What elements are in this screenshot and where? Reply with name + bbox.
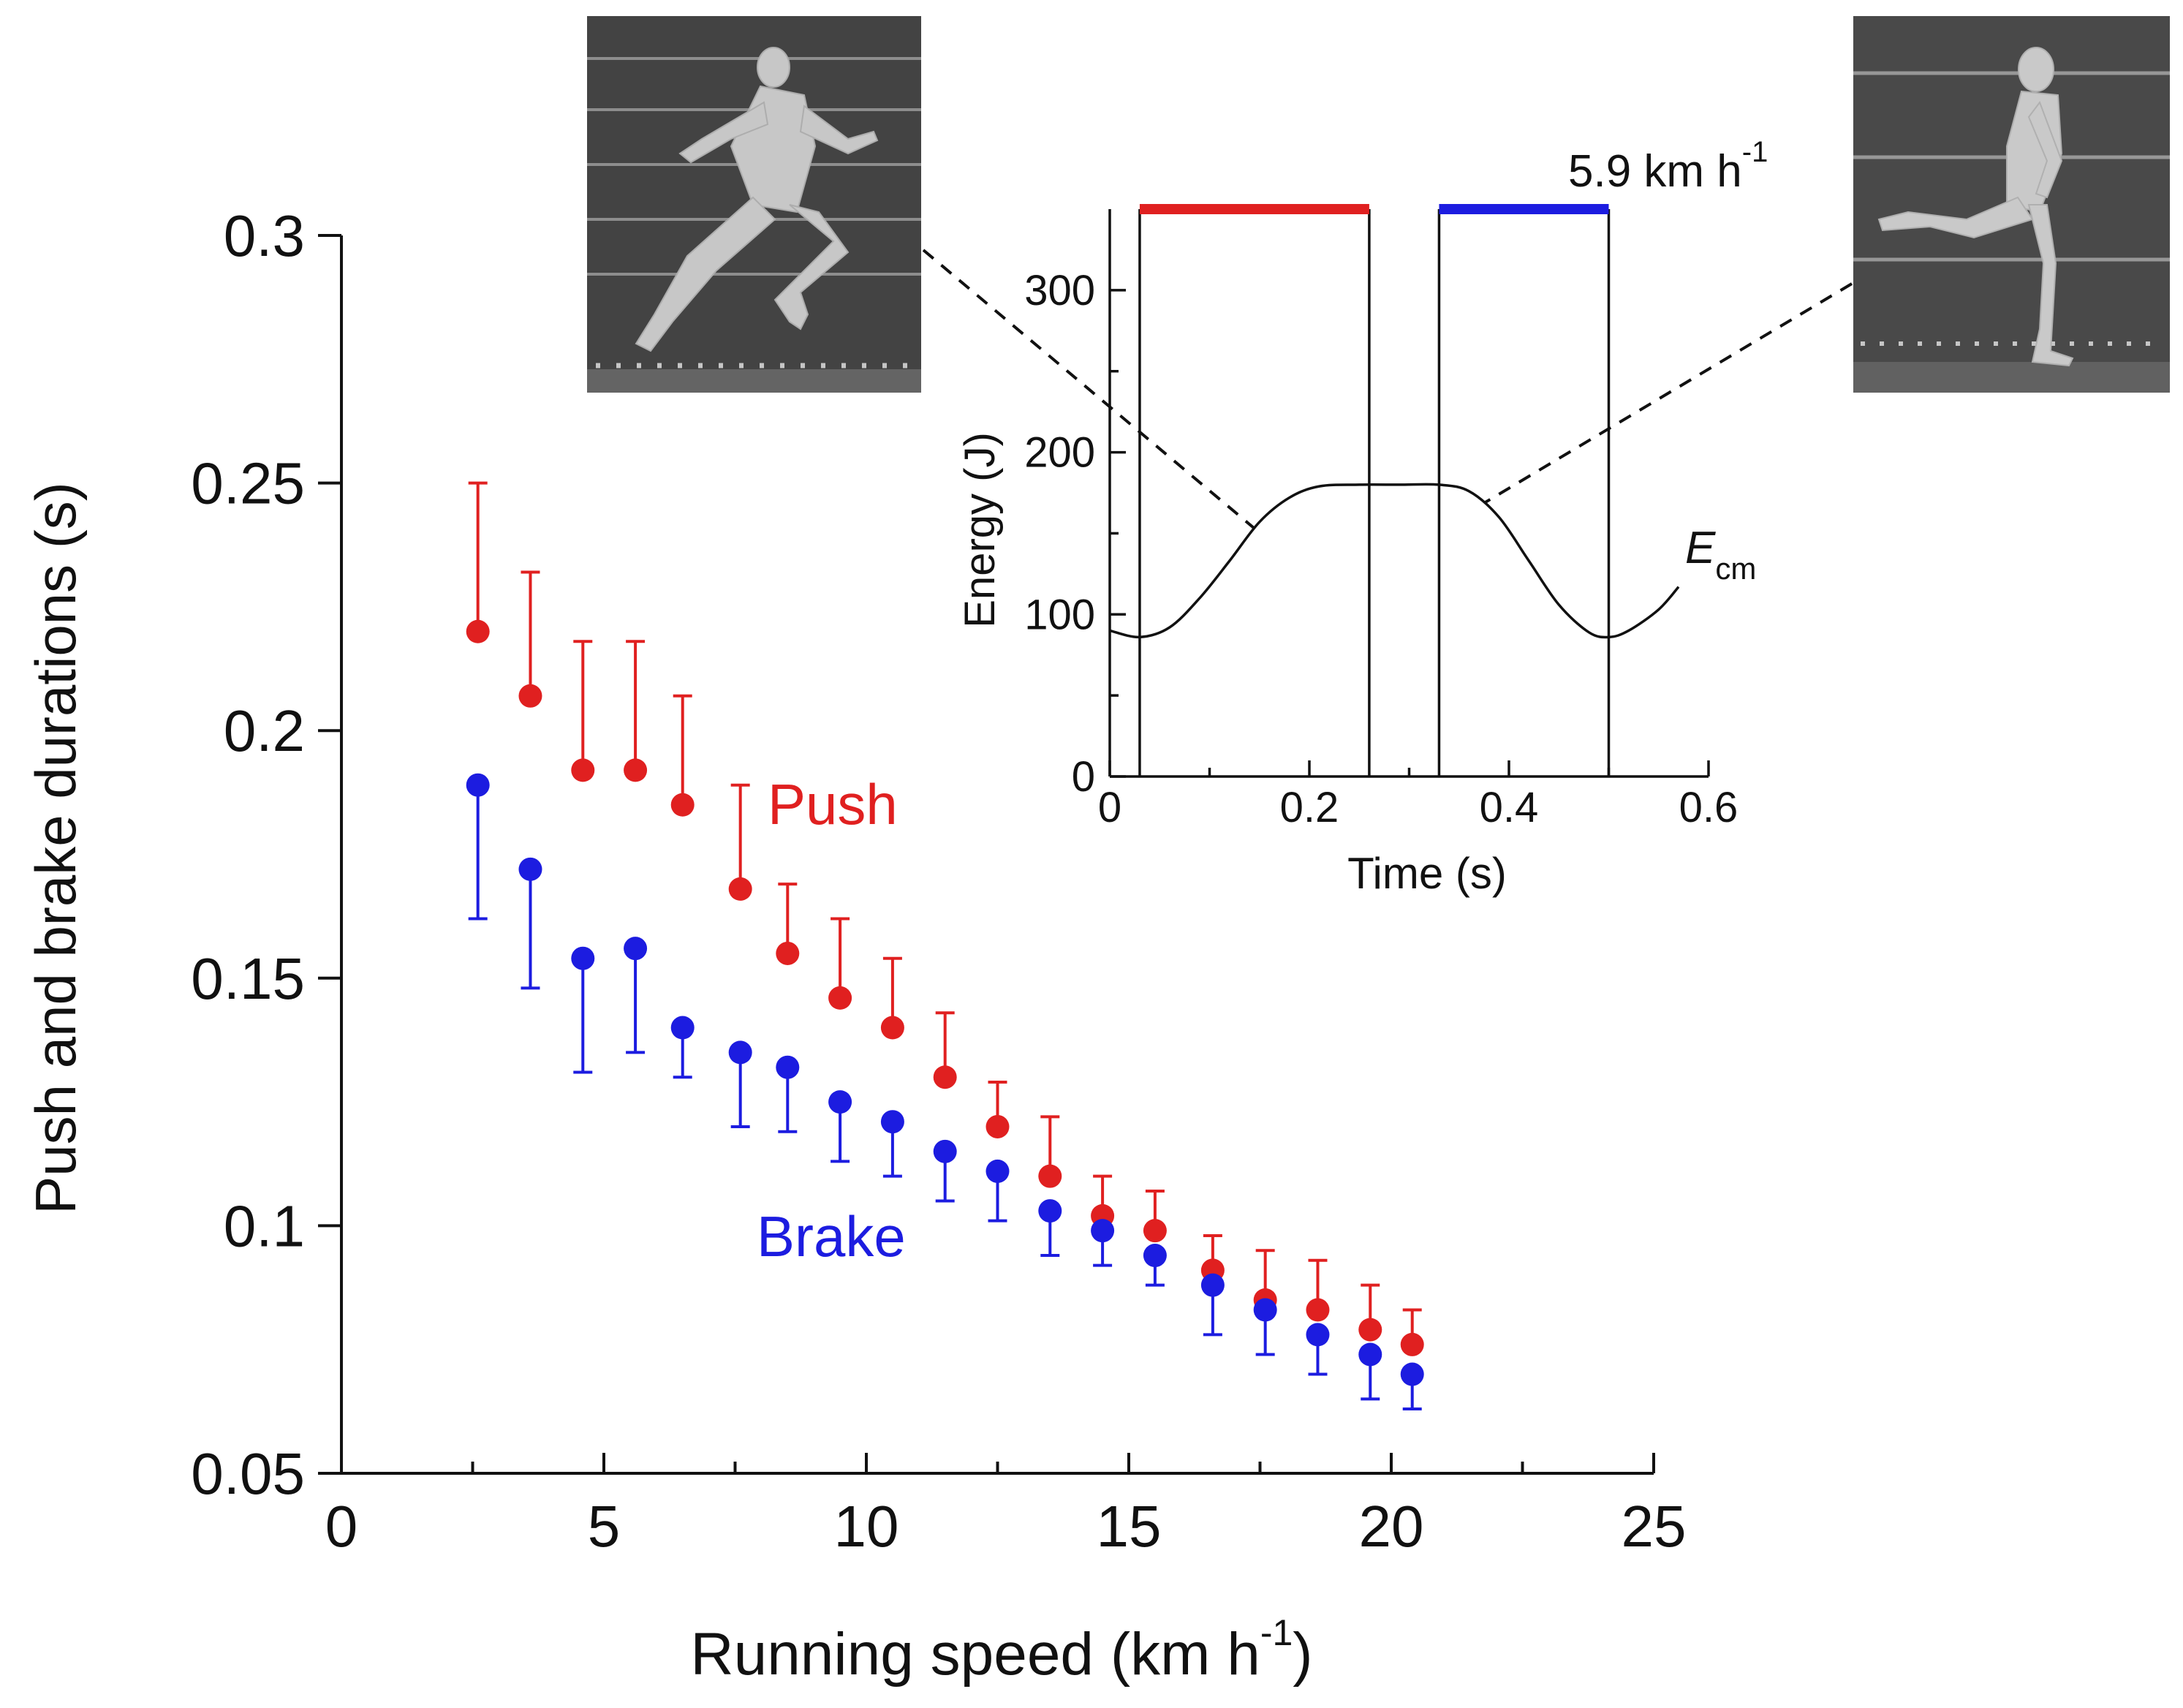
brake-point bbox=[776, 1055, 800, 1079]
brake-point bbox=[880, 1110, 904, 1134]
push-point bbox=[1400, 1332, 1424, 1356]
inset-x-tick-label: 0.4 bbox=[1480, 784, 1539, 831]
brake-point bbox=[1400, 1362, 1424, 1386]
main-x-tick-label: 15 bbox=[1097, 1494, 1162, 1559]
main-x-tick-label: 5 bbox=[588, 1494, 621, 1559]
ecm-label: Ecm bbox=[1685, 523, 1756, 586]
push-point bbox=[776, 941, 800, 965]
inset-y-tick-label: 0 bbox=[1072, 753, 1095, 801]
push-annotation: Push bbox=[768, 772, 898, 836]
brake-point bbox=[518, 857, 542, 881]
main-x-tick-label: 0 bbox=[325, 1494, 358, 1559]
inset-energy-curve bbox=[1109, 483, 1680, 639]
inset-y-tick-label: 200 bbox=[1024, 429, 1095, 477]
brake-annotation: Brake bbox=[757, 1204, 906, 1269]
brake-point bbox=[1358, 1342, 1382, 1367]
main-x-tick-label: 10 bbox=[834, 1494, 899, 1559]
brake-point bbox=[1306, 1323, 1330, 1347]
runner-landing-photo bbox=[1853, 16, 2170, 393]
brake-point bbox=[828, 1090, 852, 1114]
inset-x-tick-label: 0 bbox=[1098, 784, 1121, 831]
ecm-label-text: E bbox=[1685, 523, 1716, 573]
push-point bbox=[670, 793, 695, 817]
runner-push-off-photo bbox=[587, 16, 921, 393]
push-point bbox=[571, 758, 595, 782]
inset-y-tick-label: 300 bbox=[1024, 267, 1095, 314]
push-point bbox=[624, 758, 648, 782]
inset-x-tick-label: 0.2 bbox=[1280, 784, 1339, 831]
inset-axes: 0 0.2 0.4 0.6 0 100 200 300 bbox=[1024, 209, 1738, 831]
main-y-tick-label: 0.15 bbox=[191, 946, 305, 1011]
push-point bbox=[1306, 1298, 1330, 1322]
inset-x-tick-label: 0.6 bbox=[1679, 784, 1739, 831]
main-x-tick-label: 25 bbox=[1622, 1494, 1687, 1559]
ecm-label-sub: cm bbox=[1715, 551, 1756, 586]
push-point bbox=[933, 1065, 957, 1089]
brake-point bbox=[1200, 1273, 1225, 1297]
inset-y-tick-label: 100 bbox=[1024, 591, 1095, 638]
push-point bbox=[466, 619, 490, 643]
push-point bbox=[985, 1114, 1010, 1138]
push-point bbox=[1358, 1318, 1382, 1342]
main-y-tick-label: 0.05 bbox=[191, 1441, 305, 1506]
inset-title-text: 5.9 km h bbox=[1568, 146, 1742, 197]
push-point bbox=[880, 1016, 904, 1040]
brake-point bbox=[1253, 1298, 1277, 1322]
brake-point bbox=[466, 773, 490, 797]
connector-landing-photo bbox=[1483, 282, 1853, 505]
brake-point bbox=[985, 1159, 1010, 1183]
main-axes: 0 5 10 15 20 25 0.05 0.1 0.15 0.2 0.25 0.3 bbox=[191, 203, 1686, 1559]
push-point bbox=[1038, 1164, 1062, 1188]
brake-point bbox=[670, 1016, 695, 1040]
connector-push-photo bbox=[922, 249, 1255, 529]
main-x-tick-label: 20 bbox=[1359, 1494, 1424, 1559]
push-point bbox=[1143, 1219, 1167, 1243]
push-point bbox=[728, 877, 752, 901]
main-data-points bbox=[466, 619, 1424, 1386]
main-x-axis-label-sup: -1 bbox=[1260, 1612, 1293, 1653]
main-y-tick-label: 0.1 bbox=[224, 1193, 305, 1258]
brake-point bbox=[571, 946, 595, 970]
brake-point bbox=[1038, 1199, 1062, 1223]
brake-point bbox=[1143, 1244, 1167, 1268]
main-y-tick-label: 0.2 bbox=[224, 698, 305, 763]
inset-title-sup: -1 bbox=[1742, 136, 1768, 168]
main-y-axis-label: Push and brake durations (s) bbox=[23, 482, 88, 1214]
main-x-axis-label-text: Running speed (km h bbox=[690, 1621, 1260, 1688]
main-x-axis-label: Running speed (km h-1) bbox=[690, 1612, 1312, 1688]
main-error-bars bbox=[468, 481, 1422, 1410]
main-y-tick-label: 0.3 bbox=[224, 203, 305, 268]
brake-point bbox=[1091, 1219, 1115, 1243]
inset-y-axis-label: Energy (J) bbox=[956, 432, 1004, 628]
brake-point bbox=[933, 1139, 957, 1163]
push-point bbox=[518, 684, 542, 708]
main-x-axis-label-close: ) bbox=[1293, 1621, 1312, 1688]
inset-phase-bars bbox=[1138, 204, 1611, 776]
push-point bbox=[828, 986, 852, 1010]
inset-x-axis-label: Time (s) bbox=[1347, 849, 1507, 898]
brake-point bbox=[728, 1040, 752, 1065]
inset-title: 5.9 km h-1 bbox=[1568, 136, 1768, 197]
main-y-tick-label: 0.25 bbox=[191, 451, 305, 516]
brake-point bbox=[624, 937, 648, 961]
